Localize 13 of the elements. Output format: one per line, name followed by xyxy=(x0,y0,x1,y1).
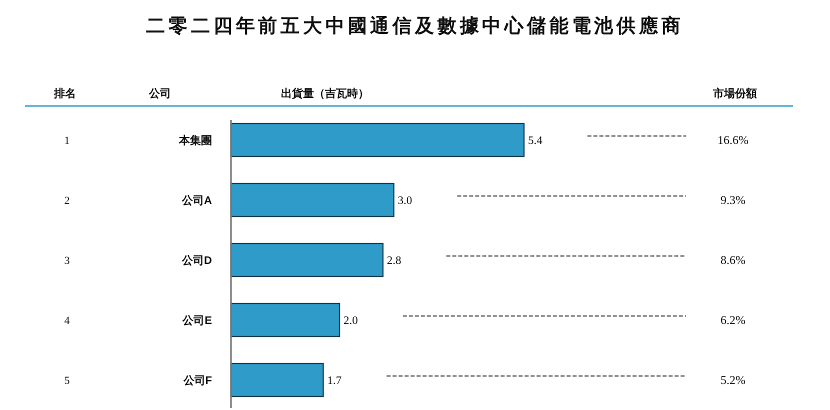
xlabel: 出貨量（吉瓦時） xyxy=(281,88,369,100)
rank: 1 xyxy=(64,135,70,147)
rank: 4 xyxy=(64,315,70,327)
share: 6.2% xyxy=(720,313,746,327)
rank: 5 xyxy=(64,375,70,387)
share: 8.6% xyxy=(720,253,746,267)
rank: 3 xyxy=(64,255,70,267)
ylabel: 公司 xyxy=(149,88,171,100)
rank: 2 xyxy=(64,195,70,207)
title: 二零二四年前五大中國通信及數據中心儲能電池供應商 xyxy=(146,16,684,37)
share: 16.6% xyxy=(718,133,748,147)
share: 9.3% xyxy=(720,193,746,207)
share: 5.2% xyxy=(720,373,746,387)
